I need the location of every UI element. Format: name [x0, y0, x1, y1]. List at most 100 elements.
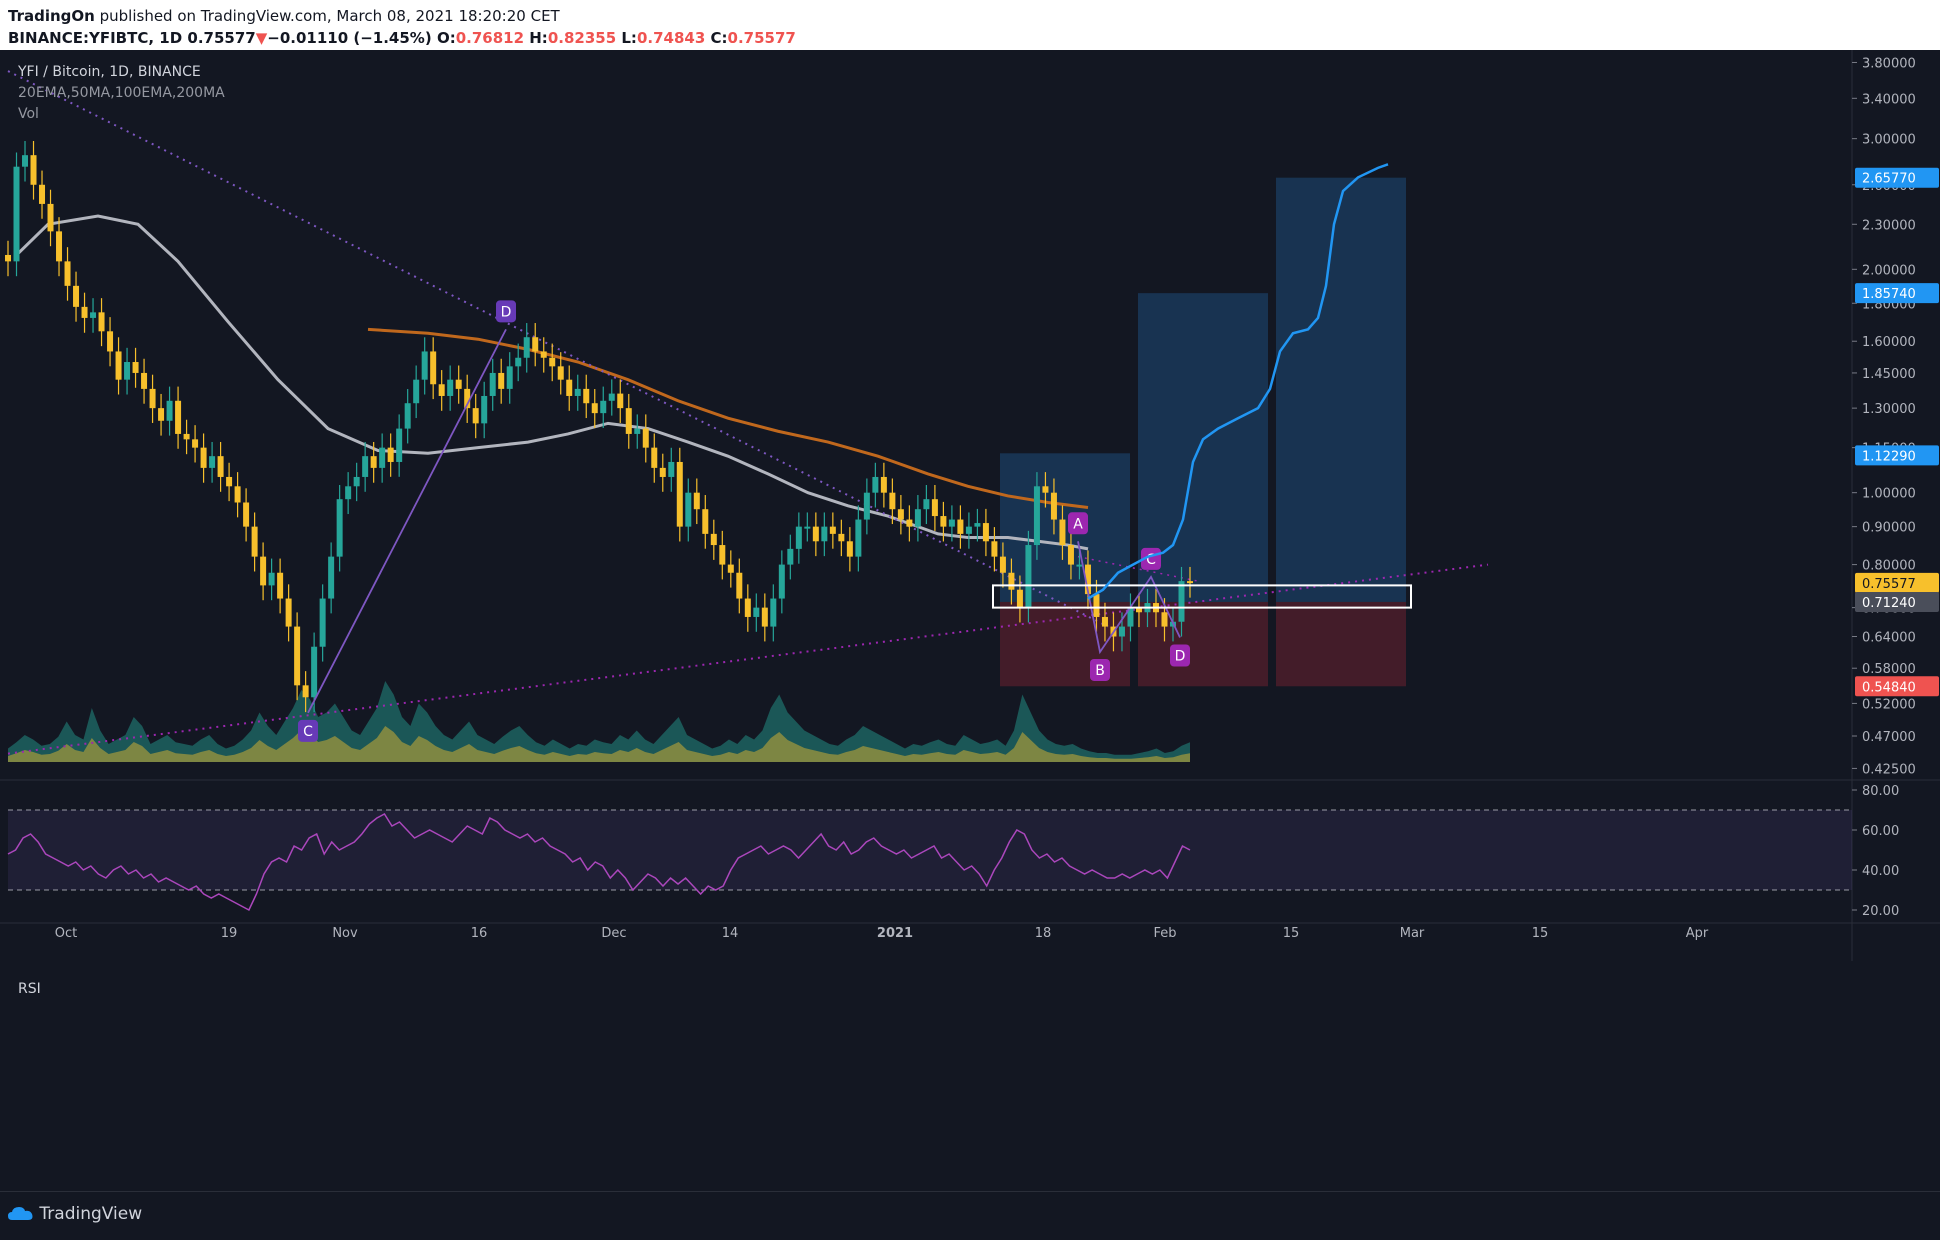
publish-header: TradingOn published on TradingView.com, … — [0, 0, 1940, 50]
candle-body — [608, 393, 615, 401]
candle-body — [39, 184, 46, 204]
price-tick-label: 0.80000 — [1862, 559, 1916, 574]
candle-body — [591, 403, 598, 414]
candle-body — [498, 372, 505, 389]
profit-zone-2 — [1276, 177, 1406, 602]
candle-body — [115, 351, 122, 380]
candle-body — [481, 395, 488, 424]
candle-body — [192, 439, 199, 448]
candle-body — [931, 499, 938, 517]
candle-body — [549, 357, 556, 367]
ohlc-line: BINANCE:YFIBTC, 1D 0.75577▼−0.01110 (−1.… — [8, 29, 796, 47]
pattern-label-C: C — [303, 724, 313, 740]
candle-body — [311, 646, 318, 698]
candle-body — [472, 408, 479, 424]
candle-body — [676, 461, 683, 527]
candle-body — [506, 366, 513, 389]
time-tick-label: Apr — [1686, 926, 1709, 941]
high-value: 0.82355 — [547, 29, 617, 47]
pattern-point-C — [298, 719, 318, 742]
last-price: 0.75577 — [187, 29, 256, 47]
candle-body — [965, 526, 972, 534]
candle-body — [141, 372, 148, 389]
price-tick-label: 0.47000 — [1862, 730, 1916, 745]
candle-body — [158, 408, 165, 421]
candle-body — [727, 564, 734, 573]
candle-body — [821, 526, 828, 542]
candle-body — [710, 533, 717, 546]
price-label-text: 0.71240 — [1862, 596, 1916, 611]
candle-body — [1178, 581, 1185, 622]
candle-body — [175, 400, 182, 434]
candle-body — [387, 447, 394, 462]
candle-body — [319, 598, 326, 647]
footer: TradingView — [0, 1191, 1940, 1240]
pattern-left-line — [307, 328, 507, 714]
candle-body — [1033, 486, 1040, 546]
candle-body — [336, 499, 343, 557]
loss-zone-1 — [1138, 601, 1268, 687]
candle-body — [515, 357, 522, 367]
price-label-tag — [1855, 283, 1939, 304]
candle-body — [285, 598, 292, 627]
candle-body — [974, 523, 981, 527]
candle-body — [234, 486, 241, 503]
candle-body — [532, 337, 539, 352]
candle-body — [889, 492, 896, 510]
publish-line: TradingOn published on TradingView.com, … — [8, 7, 560, 25]
ema100-line — [367, 327, 1089, 510]
publisher-name[interactable]: TradingOn — [8, 7, 95, 25]
candle-body — [1187, 581, 1193, 584]
price-label-tag — [1855, 591, 1939, 612]
candle-body — [659, 467, 666, 477]
candle-body — [243, 502, 250, 527]
candle-body — [294, 626, 301, 686]
price-tick-label: 0.52000 — [1862, 697, 1916, 712]
time-tick-label: 14 — [722, 926, 739, 941]
candle-body — [1016, 589, 1023, 608]
candle-body — [1101, 616, 1108, 627]
candle-body — [625, 408, 632, 434]
down-arrow-icon: ▼ — [255, 29, 268, 47]
candle-body — [302, 685, 309, 698]
candle-body — [1067, 545, 1074, 565]
tradingview-logo[interactable]: TradingView — [8, 1204, 142, 1224]
candle-body — [1008, 572, 1015, 590]
time-tick-label: 15 — [1532, 926, 1549, 941]
candle-body — [1050, 492, 1057, 520]
candle-body — [447, 379, 454, 396]
candle-body — [1084, 564, 1091, 595]
candle-body — [829, 526, 836, 534]
pattern-label-D: D — [1175, 649, 1186, 665]
candle-body — [846, 541, 853, 557]
price-label-text: 1.85740 — [1862, 287, 1916, 302]
candle-body — [804, 526, 811, 529]
candle-body — [855, 519, 862, 557]
price-tick-label: 3.80000 — [1862, 56, 1916, 71]
candle-body — [149, 388, 156, 409]
candle-body — [812, 526, 819, 542]
candle-body — [328, 556, 335, 599]
candle-body — [719, 545, 726, 565]
candle-body — [5, 254, 11, 262]
candle-body — [98, 312, 105, 332]
candle-body — [379, 447, 386, 468]
pattern-point-D — [496, 300, 516, 323]
candle-body — [217, 456, 224, 477]
price-tick-label: 3.00000 — [1862, 133, 1916, 148]
price-label-text: 2.65770 — [1862, 172, 1916, 187]
candle-body — [22, 155, 29, 167]
candle-body — [523, 337, 530, 358]
open-label: O: — [436, 29, 456, 47]
candle-body — [770, 598, 777, 627]
price-label-tag — [1855, 572, 1939, 593]
candle-body — [183, 433, 190, 440]
candle-body — [668, 461, 675, 477]
time-tick-label: Feb — [1153, 926, 1176, 941]
price-tick-label: 2.30000 — [1862, 218, 1916, 233]
rsi-tick-label: 40.00 — [1862, 864, 1899, 879]
footer-brand: TradingView — [39, 1204, 143, 1224]
candle-body — [1042, 486, 1049, 493]
candle-body — [897, 509, 904, 520]
